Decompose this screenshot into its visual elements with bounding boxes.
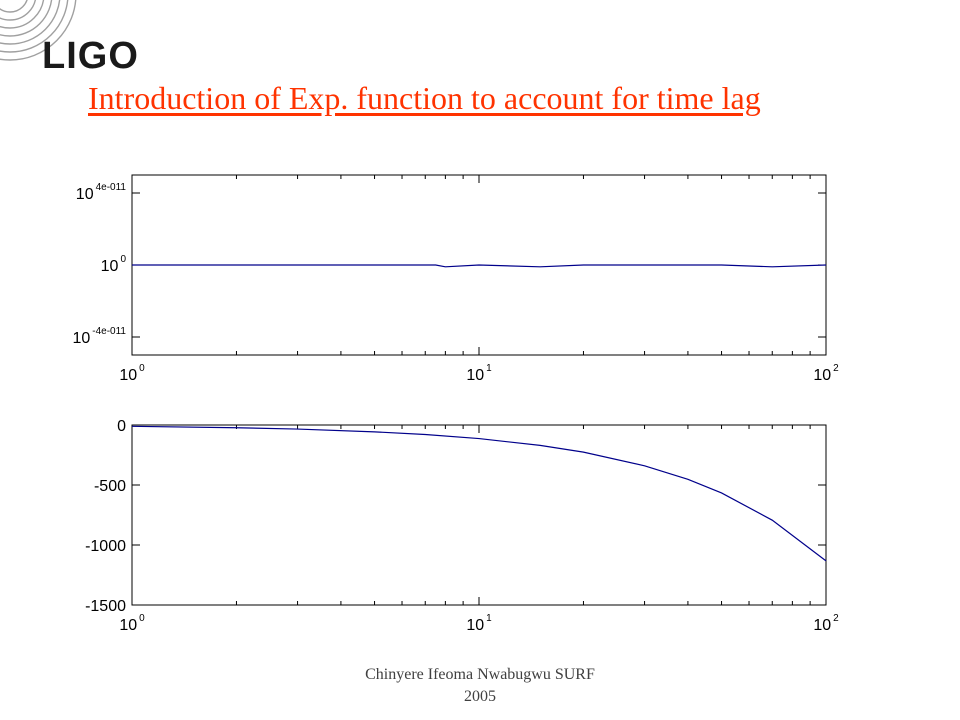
x-tick-label: 10 2	[813, 363, 839, 384]
ligo-logo: LIGO	[42, 35, 139, 77]
plots-area: 10 0 10 1 10 2 10 4e-011 10 0 10 -4e-011 10 0 10 1 10 2 0 -…	[72, 174, 839, 634]
series-line	[131, 425, 827, 562]
y-tick-label: 0	[117, 418, 126, 435]
slide-title: Introduction of Exp. function to account…	[88, 80, 761, 116]
chart-1: 10 0 10 1 10 2 10 4e-011 10 0 10 -4e-011	[72, 174, 839, 384]
footer: Chinyere Ifeoma Nwabugwu SURF 2005	[330, 664, 630, 708]
y-tick-label: 10 4e-011	[76, 182, 127, 203]
y-tick-label: 10 -4e-011	[72, 326, 126, 347]
footer-author: Chinyere Ifeoma Nwabugwu SURF	[365, 666, 595, 683]
x-tick-label: 10 1	[466, 363, 492, 384]
x-tick-label: 10 0	[119, 613, 145, 634]
ligo-logo-arcs	[0, 0, 77, 61]
x-tick-label: 10 1	[466, 613, 492, 634]
series-line	[132, 264, 827, 268]
x-tick-label: 10 0	[119, 363, 145, 384]
x-tick-label: 10 2	[813, 613, 839, 634]
footer-year: 2005	[464, 688, 496, 705]
y-tick-label: -1500	[85, 598, 126, 615]
chart-2: 10 0 10 1 10 2 0 -500 -1000 -1500	[85, 418, 839, 634]
y-tick-label: -500	[94, 478, 126, 495]
y-tick-label: -1000	[85, 538, 126, 555]
plot-frame	[131, 424, 827, 606]
y-tick-label: 10 0	[101, 254, 127, 275]
